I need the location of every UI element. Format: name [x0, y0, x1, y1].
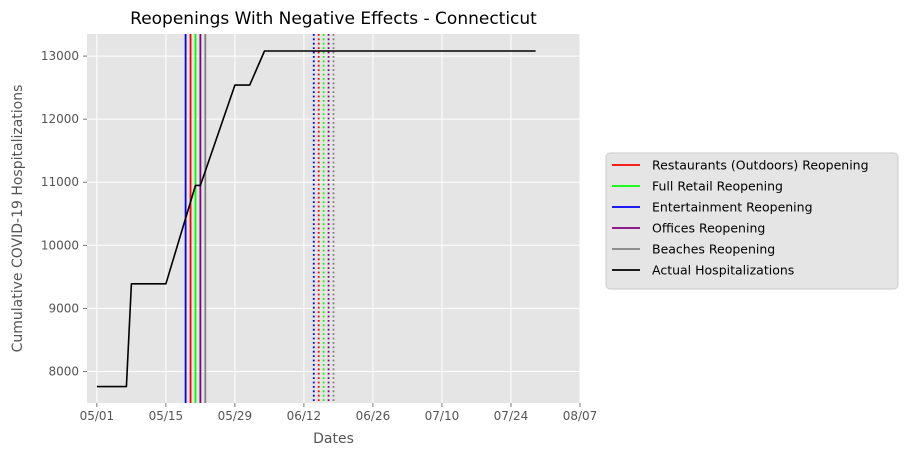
series-line-actual-hospitalizations — [96, 50, 536, 388]
y-tick-label: 10000 — [41, 238, 79, 252]
legend: Restaurants (Outdoors) Reopening Full Ret… — [605, 152, 899, 290]
x-tick-label: 08/07 — [563, 409, 598, 423]
x-tick-label: 05/15 — [149, 409, 184, 423]
series — [96, 50, 536, 388]
y-tick-label: 9000 — [48, 301, 79, 315]
legend-label: Actual Hospitalizations — [652, 263, 794, 278]
x-tick-label: 05/29 — [218, 409, 253, 423]
x-tick-label: 07/10 — [425, 409, 460, 423]
legend-label: Offices Reopening — [652, 221, 765, 236]
x-tick-label: 05/01 — [80, 409, 115, 423]
axis-ticks: 05/01 05/15 05/29 06/12 06/26 07/10 07/24 08/07… — [41, 49, 597, 423]
y-tick-label: 13000 — [41, 49, 79, 63]
legend-label: Full Retail Reopening — [652, 179, 783, 194]
y-tick-label: 11000 — [41, 175, 79, 189]
x-axis-label: Dates — [313, 431, 354, 447]
legend-box — [605, 152, 899, 290]
plot-area — [87, 34, 580, 403]
x-tick-label: 06/12 — [287, 409, 322, 423]
y-tick-label: 12000 — [41, 112, 79, 126]
legend-label: Entertainment Reopening — [652, 200, 813, 215]
y-axis-label: Cumulative COVID-19 Hospitalizations — [10, 85, 26, 353]
legend-label: Beaches Reopening — [652, 242, 775, 257]
y-tick-label: 8000 — [48, 364, 79, 378]
x-tick-label: 07/24 — [494, 409, 529, 423]
chart-title: Reopenings With Negative Effects - Conne… — [130, 9, 537, 29]
legend-label: Restaurants (Outdoors) Reopening — [652, 158, 869, 173]
x-tick-label: 06/26 — [356, 409, 391, 423]
